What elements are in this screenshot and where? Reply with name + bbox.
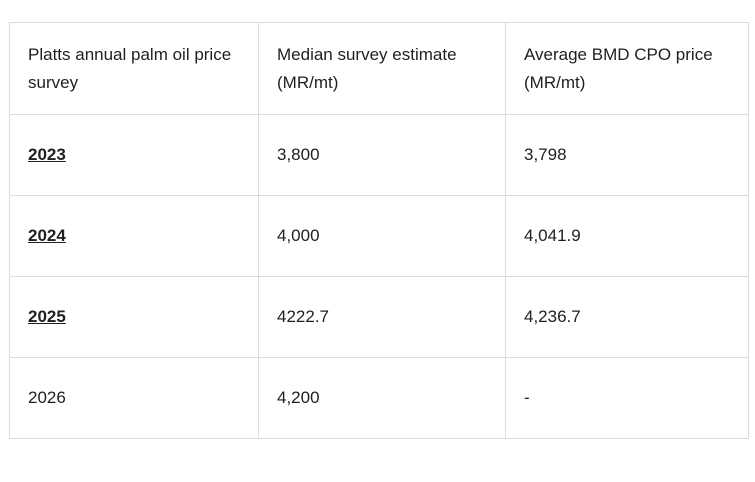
cell: 4,200 xyxy=(258,357,506,439)
price-table: Platts annual palm oil price survey Medi… xyxy=(9,22,749,439)
year-cell: 2025 xyxy=(9,276,259,358)
row: 2025 4222.7 4,236.7 xyxy=(9,276,749,358)
year-link[interactable]: 2025 xyxy=(28,307,66,326)
cell: 4,236.7 xyxy=(505,276,749,358)
row: 2024 4,000 4,041.9 xyxy=(9,195,749,277)
header-cell: Platts annual palm oil price survey xyxy=(9,22,259,115)
year-cell: 2026 xyxy=(9,357,259,439)
year-cell: 2023 xyxy=(9,114,259,196)
cell: 4,000 xyxy=(258,195,506,277)
header-row: Platts annual palm oil price survey Medi… xyxy=(9,22,749,115)
cell: 4222.7 xyxy=(258,276,506,358)
year-cell: 2024 xyxy=(9,195,259,277)
cell: 3,798 xyxy=(505,114,749,196)
row: 2023 3,800 3,798 xyxy=(9,114,749,196)
header-cell: Median survey estimate (MR/mt) xyxy=(258,22,506,115)
year-link[interactable]: 2023 xyxy=(28,145,66,164)
row: 2026 4,200 - xyxy=(9,357,749,439)
cell: 4,041.9 xyxy=(505,195,749,277)
header-cell: Average BMD CPO price (MR/mt) xyxy=(505,22,749,115)
cell: - xyxy=(505,357,749,439)
year-link[interactable]: 2024 xyxy=(28,226,66,245)
cell: 3,800 xyxy=(258,114,506,196)
